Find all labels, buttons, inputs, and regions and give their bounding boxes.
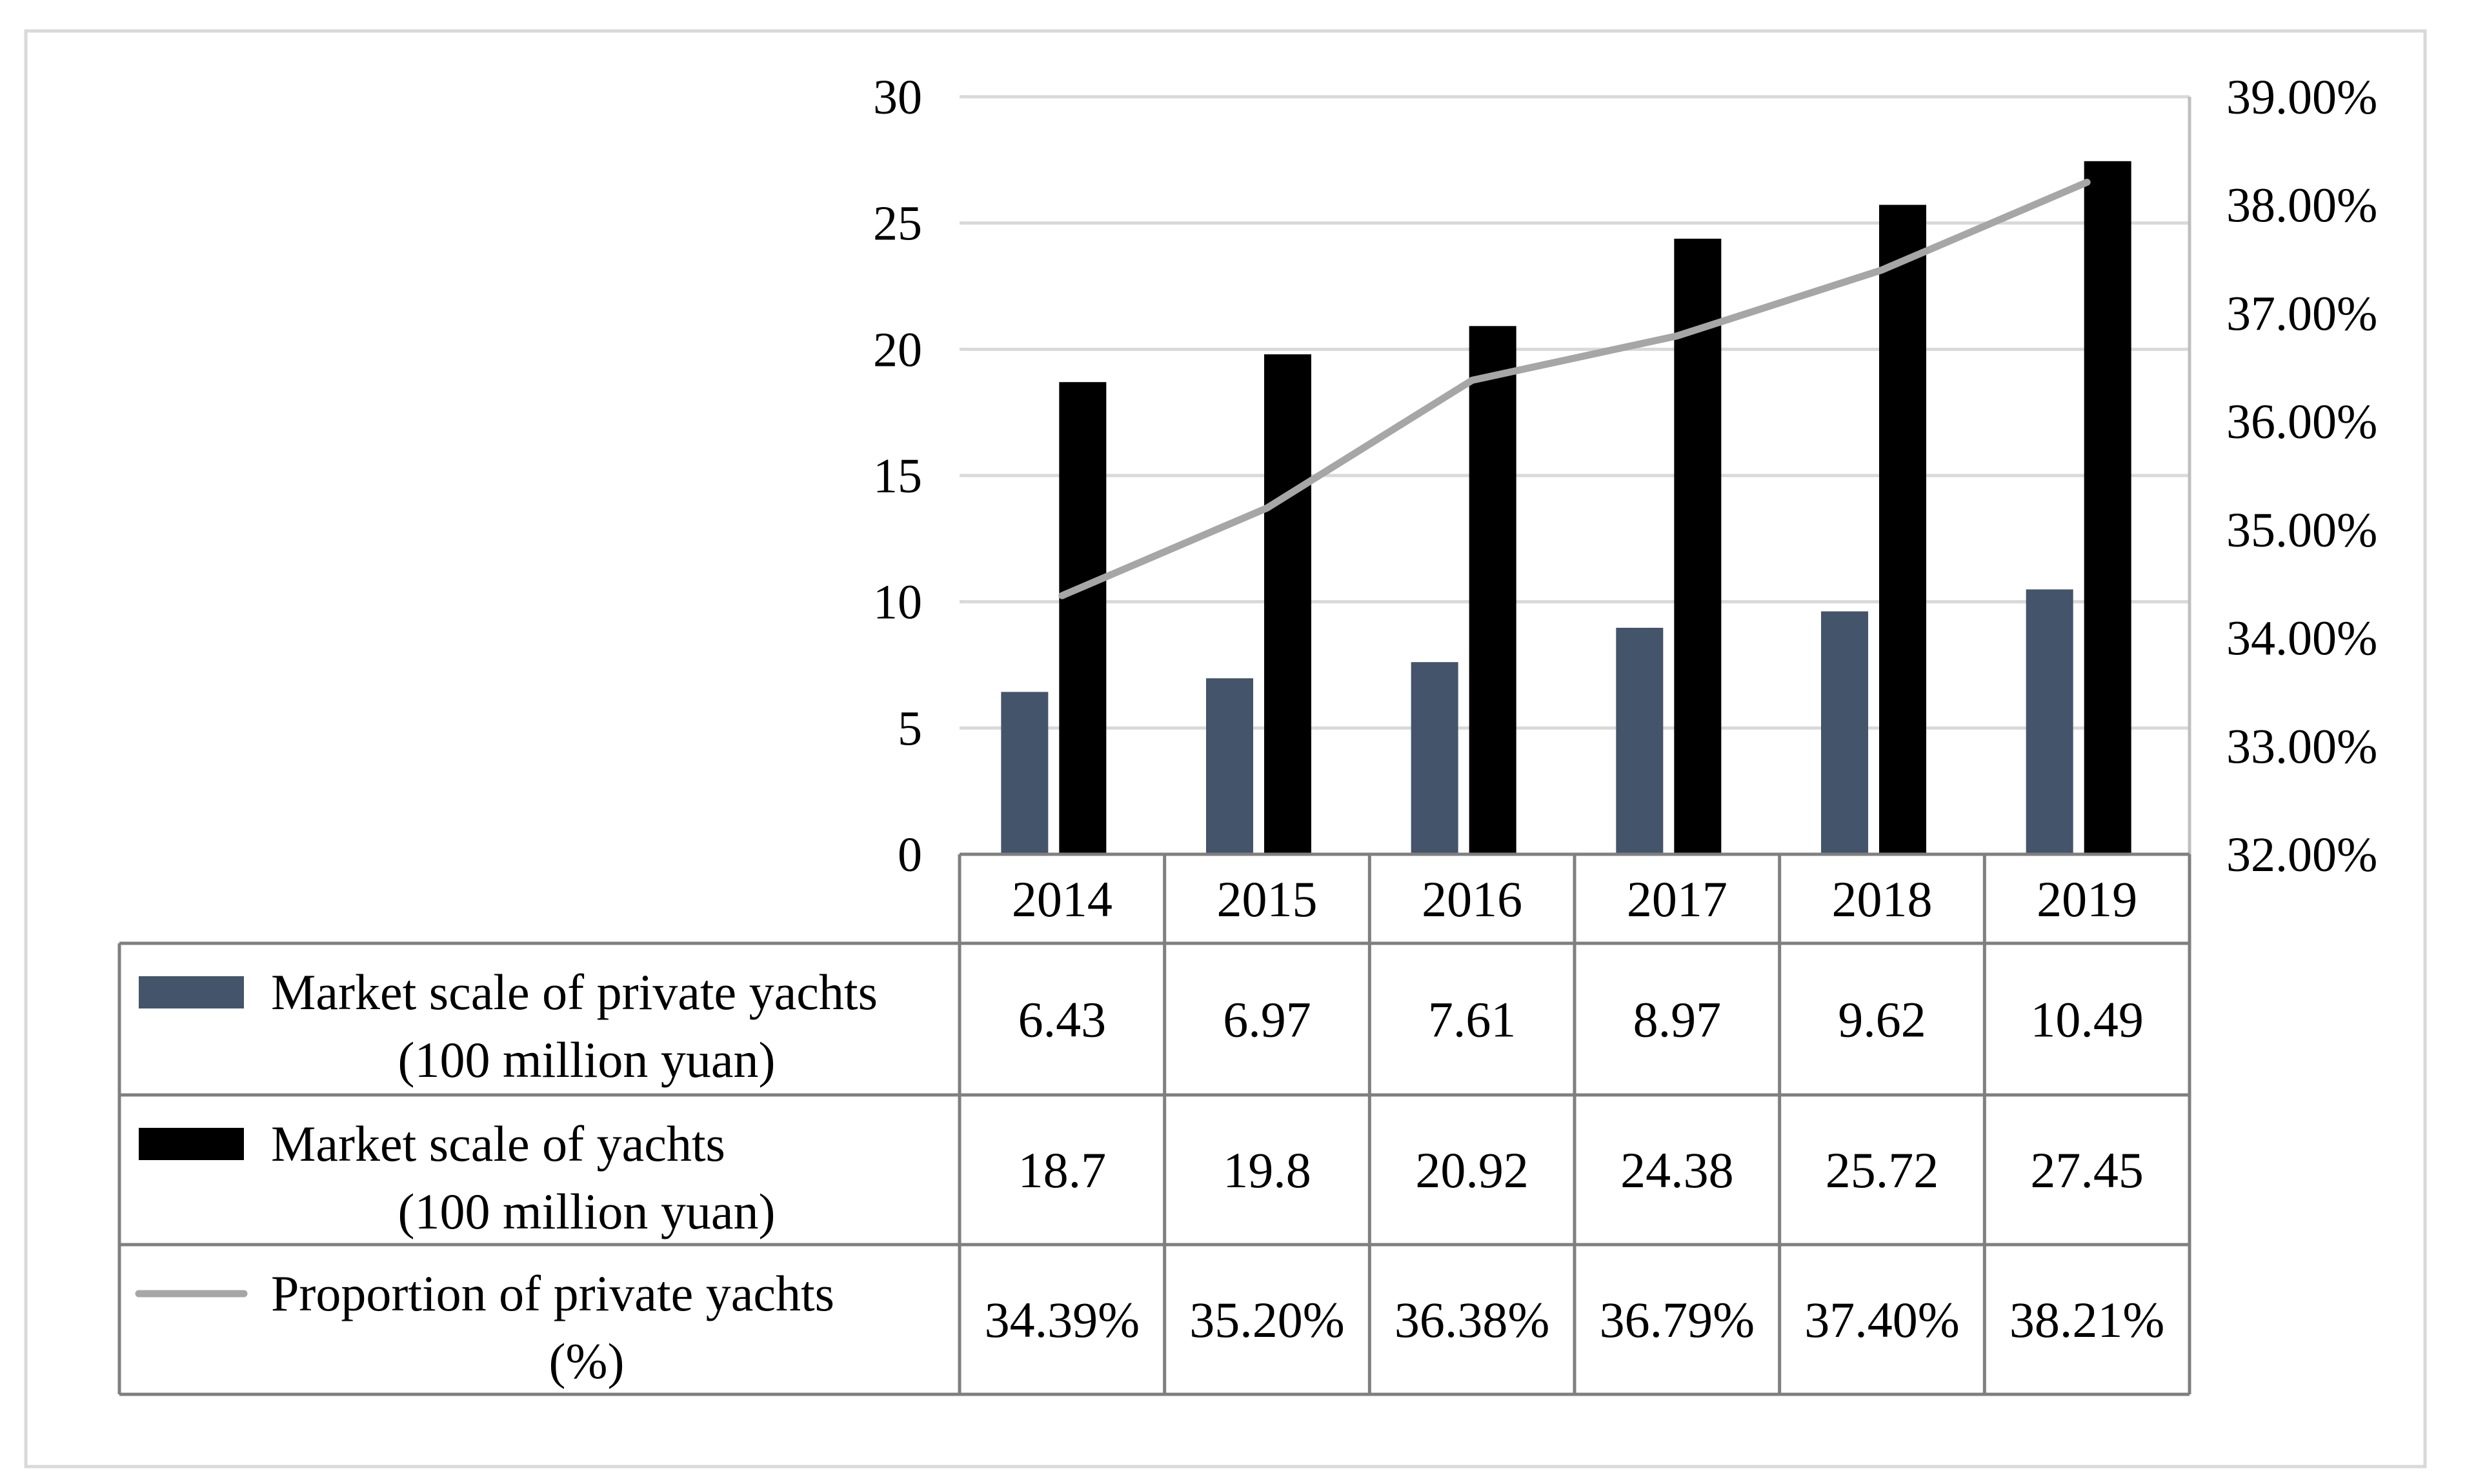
table-value: 10.49 xyxy=(2030,992,2144,1048)
table-value: 6.97 xyxy=(1223,992,1311,1048)
right-axis-tick-label: 38.00% xyxy=(2226,179,2377,233)
right-axis-tick-label: 34.00% xyxy=(2226,612,2377,666)
bar-yachts xyxy=(1059,382,1107,854)
table-value: 8.97 xyxy=(1633,992,1722,1048)
x-axis-category-label: 2015 xyxy=(1217,871,1318,927)
right-axis-tick-label: 33.00% xyxy=(2226,719,2377,774)
outer-frame xyxy=(24,29,2427,1469)
table-value: 38.21% xyxy=(2009,1292,2164,1348)
line-proportion-private-yachts xyxy=(1058,178,2091,599)
right-axis-tick-label: 39.00% xyxy=(2226,70,2377,125)
table-value: 7.61 xyxy=(1428,992,1516,1048)
x-axis-category-label: 2016 xyxy=(1422,871,1522,927)
bar-private-yachts xyxy=(2026,589,2073,854)
table-value: 36.38% xyxy=(1395,1292,1549,1348)
bar-private-yachts xyxy=(1411,662,1458,854)
table-value: 6.43 xyxy=(1018,992,1107,1048)
table-value: 9.62 xyxy=(1838,992,1926,1048)
table-value: 27.45 xyxy=(2030,1142,2144,1198)
table-value: 35.20% xyxy=(1189,1292,1344,1348)
legend-label-unit: (100 million yuan) xyxy=(398,1032,776,1088)
legend-label-unit: (100 million yuan) xyxy=(398,1183,776,1239)
left-axis-tick-label: 5 xyxy=(898,701,922,756)
bar-yachts xyxy=(1264,354,1311,854)
bar-private-yachts xyxy=(1616,627,1664,854)
table-value: 20.92 xyxy=(1415,1142,1529,1198)
legend-label: Proportion of private yachts xyxy=(271,1265,834,1321)
right-axis-tick-label: 32.00% xyxy=(2226,828,2377,882)
bar-private-yachts xyxy=(1001,692,1049,854)
table-value: 36.79% xyxy=(1600,1292,1755,1348)
legend-label: Market scale of private yachts xyxy=(271,964,878,1020)
bar-private-yachts xyxy=(1206,678,1253,854)
bar-private-yachts xyxy=(1821,611,1868,854)
bar-yachts xyxy=(2084,161,2131,854)
x-axis-category-label: 2018 xyxy=(1832,871,1933,927)
table-value: 25.72 xyxy=(1826,1142,1939,1198)
right-axis-tick-label: 35.00% xyxy=(2226,503,2377,557)
legend-key-yachts xyxy=(139,1128,244,1160)
left-axis-tick-label: 25 xyxy=(873,197,922,251)
bar-yachts xyxy=(1879,205,1926,854)
left-axis-tick-label: 0 xyxy=(898,828,922,882)
left-axis-tick-label: 15 xyxy=(873,449,922,503)
left-axis-tick-label: 10 xyxy=(873,576,922,630)
x-axis-category-label: 2017 xyxy=(1627,871,1727,927)
table-value: 19.8 xyxy=(1223,1142,1311,1198)
x-axis-category-label: 2014 xyxy=(1012,871,1113,927)
table-value: 34.39% xyxy=(985,1292,1140,1348)
bar-yachts xyxy=(1469,326,1516,854)
table-value: 18.7 xyxy=(1018,1142,1107,1198)
left-axis-tick-label: 30 xyxy=(873,70,922,125)
legend-label: Market scale of yachts xyxy=(271,1116,725,1172)
x-axis-category-label: 2019 xyxy=(2037,871,2137,927)
right-axis-tick-label: 37.00% xyxy=(2226,286,2377,341)
legend-label-unit: (%) xyxy=(549,1333,625,1389)
table-value: 24.38 xyxy=(1620,1142,1734,1198)
bar-yachts xyxy=(1674,238,1722,854)
left-axis-tick-label: 20 xyxy=(873,323,922,377)
table-value: 37.40% xyxy=(1804,1292,1959,1348)
legend-key-private-yachts xyxy=(139,976,244,1008)
right-axis-tick-label: 36.00% xyxy=(2226,395,2377,449)
